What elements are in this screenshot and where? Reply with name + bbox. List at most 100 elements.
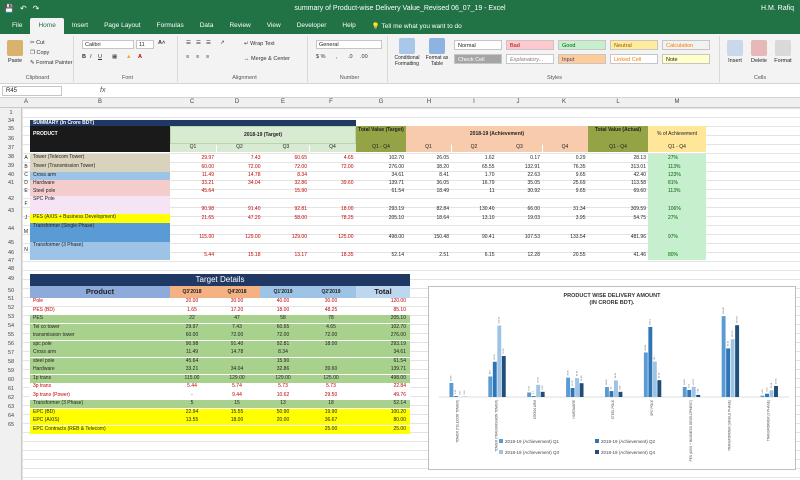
font-color-icon[interactable]: A [138,54,142,60]
align-bottom-icon[interactable]: ☰ [206,40,211,46]
row-header-38[interactable]: 38 [7,154,15,160]
row-header-63[interactable]: 63 [7,404,15,410]
tab-view[interactable]: View [266,22,281,29]
tab-file[interactable]: File [12,22,23,29]
orientation-icon[interactable]: ↗ [220,40,225,46]
cell-style-bad[interactable]: Bad [506,40,554,50]
grow-font-icon[interactable]: A˄ [158,40,166,46]
increase-decimal-icon[interactable]: .0 [348,54,353,60]
row-header-41[interactable]: 41 [7,180,15,186]
cell-style-calculation[interactable]: Calculation [662,40,710,50]
row-header-42[interactable]: 42 [7,196,15,202]
format-as-table-button[interactable]: Format as Table [424,38,450,67]
align-top-icon[interactable]: ☰ [186,40,191,46]
undo-icon[interactable]: ↶ [19,4,27,13]
tab-data[interactable]: Data [199,22,214,29]
row-header-1[interactable]: 1 [9,110,13,116]
tab-help[interactable]: Help [342,22,356,29]
row-header-54[interactable]: 54 [7,323,15,329]
delivery-chart[interactable]: PRODUCT WISE DELIVERY AMOUNT (IN CRORE BD… [428,286,796,470]
cell-style-neutral[interactable]: Neutral [610,40,658,50]
row-header-56[interactable]: 56 [7,341,15,347]
number-format-select[interactable]: General [316,40,382,49]
row-header-55[interactable]: 55 [7,332,15,338]
cell-style-note[interactable]: Note [662,54,710,64]
row-header-53[interactable]: 53 [7,314,15,320]
paste-button[interactable]: Paste [4,40,26,64]
row-header-50[interactable]: 50 [7,288,15,294]
row-header-45[interactable]: 45 [7,240,15,246]
comma-style-icon[interactable]: , [336,54,338,60]
redo-icon[interactable]: ↷ [32,4,40,13]
row-header-64[interactable]: 64 [7,413,15,419]
tab-review[interactable]: Review [229,22,251,29]
italic-icon[interactable]: I [90,54,92,60]
wrap-text-button[interactable]: ↵ Wrap Text [244,41,275,47]
column-header-e[interactable]: E [280,99,285,105]
row-header-40[interactable]: 40 [7,172,15,178]
save-icon[interactable]: 💾 [4,4,14,13]
align-middle-icon[interactable]: ☰ [196,40,201,46]
tab-page-layout[interactable]: Page Layout [104,22,141,29]
copy-button[interactable]: ❐ Copy [30,50,50,56]
row-header-36[interactable]: 36 [7,136,15,142]
row-header-44[interactable]: 44 [7,226,15,232]
fill-color-icon[interactable]: ▲ [126,54,132,60]
name-box[interactable]: R45 [2,86,62,96]
column-header-l[interactable]: L [616,99,620,105]
tab-insert[interactable]: Insert [71,22,89,29]
column-header-g[interactable]: G [378,99,384,105]
row-header-58[interactable]: 58 [7,359,15,365]
decrease-decimal-icon[interactable]: .00 [360,54,368,60]
borders-icon[interactable]: ▦ [112,54,118,60]
delete-cells-button[interactable]: Delete [748,40,770,64]
row-header-59[interactable]: 59 [7,368,15,374]
column-header-i[interactable]: I [473,99,475,105]
align-center-icon[interactable]: ≡ [196,54,200,60]
column-header-j[interactable]: J [516,99,520,105]
cell-style-check-cell[interactable]: Check Cell [454,54,502,64]
row-header-34[interactable]: 34 [7,118,15,124]
cut-button[interactable]: ✂ Cut [30,40,45,46]
align-right-icon[interactable]: ≡ [206,54,210,60]
column-header-f[interactable]: F [329,99,333,105]
user-name[interactable]: H.M. Rafiq [760,5,794,12]
currency-icon[interactable]: $ % [316,54,326,60]
column-header-m[interactable]: M [674,99,680,105]
function-icon[interactable]: fx [100,87,106,94]
tab-developer[interactable]: Developer [296,22,327,29]
row-header-65[interactable]: 65 [7,422,15,428]
column-header-d[interactable]: D [234,99,240,105]
row-header-52[interactable]: 52 [7,305,15,311]
row-header-39[interactable]: 39 [7,163,15,169]
format-painter-button[interactable]: ✎ Format Painter [30,60,73,66]
row-header-61[interactable]: 61 [7,386,15,392]
tell-me-search[interactable]: 💡 Tell me what you want to do [371,23,462,30]
underline-icon[interactable]: U [98,54,102,60]
row-header-37[interactable]: 37 [7,145,15,151]
cell-style-linked-cell[interactable]: Linked Cell [610,54,658,64]
tab-home[interactable]: Home [30,18,64,34]
row-header-43[interactable]: 43 [7,208,15,214]
row-header-49[interactable]: 49 [7,276,15,282]
row-header-62[interactable]: 62 [7,395,15,401]
column-header-b[interactable]: B [97,99,102,105]
row-header-57[interactable]: 57 [7,350,15,356]
row-header-60[interactable]: 60 [7,377,15,383]
bold-icon[interactable]: B [82,54,86,60]
font-size-select[interactable]: 11 [136,40,154,49]
merge-center-button[interactable]: ↔ Merge & Center [244,56,290,62]
tab-formulas[interactable]: Formulas [156,22,184,29]
cell-style-explanatory[interactable]: Explanatory... [506,54,554,64]
row-header-51[interactable]: 51 [7,296,15,302]
cell-style-normal[interactable]: Normal [454,40,502,50]
conditional-formatting-button[interactable]: Conditional Formatting [392,38,422,67]
column-header-c[interactable]: C [189,99,195,105]
column-header-h[interactable]: H [426,99,432,105]
format-cells-button[interactable]: Format [772,40,794,64]
column-header-a[interactable]: A [23,99,28,105]
row-header-46[interactable]: 46 [7,250,15,256]
insert-cells-button[interactable]: Insert [724,40,746,64]
align-left-icon[interactable]: ≡ [186,54,190,60]
row-header-35[interactable]: 35 [7,126,15,132]
